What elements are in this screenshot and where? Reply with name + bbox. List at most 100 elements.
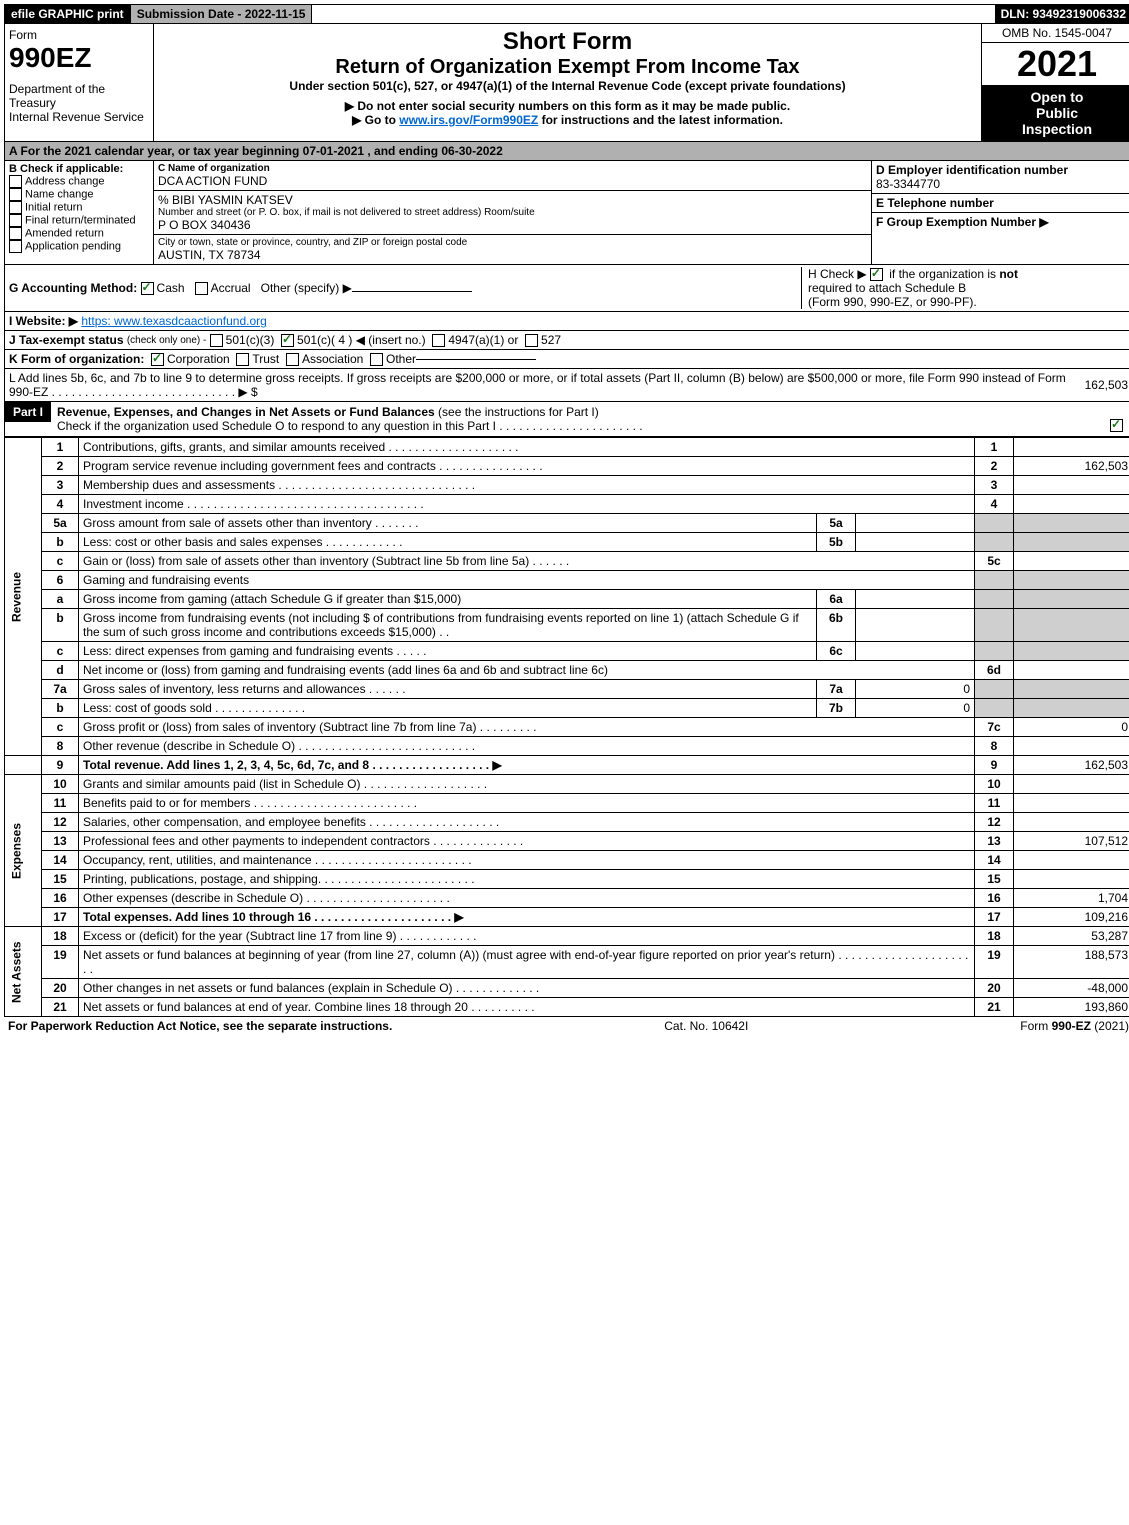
b-label: B Check if applicable: — [9, 163, 149, 175]
l-value: 162,503 — [1085, 378, 1128, 392]
line-row: 12Salaries, other compensation, and empl… — [5, 813, 1129, 832]
lr: 6d — [975, 661, 1014, 680]
main-title: Return of Organization Exempt From Incom… — [158, 56, 977, 79]
ld: Other expenses (describe in Schedule O) … — [79, 889, 975, 908]
line-row: 14Occupancy, rent, utilities, and mainte… — [5, 851, 1129, 870]
chk-527[interactable] — [525, 334, 538, 347]
chk-schedule-b-not-required[interactable] — [870, 268, 883, 281]
chk-accrual[interactable] — [195, 282, 208, 295]
lr: 19 — [975, 946, 1014, 979]
ln: b — [42, 609, 79, 642]
chk-amended-return[interactable]: Amended return — [9, 227, 149, 240]
chk-corporation[interactable] — [151, 353, 164, 366]
line-row: Expenses 10Grants and similar amounts pa… — [5, 775, 1129, 794]
chk-501c[interactable] — [281, 334, 294, 347]
ln: 19 — [42, 946, 79, 979]
ein-value: 83-3344770 — [876, 177, 1128, 191]
line-row: 20Other changes in net assets or fund ba… — [5, 979, 1129, 998]
ld: Grants and similar amounts paid (list in… — [79, 775, 975, 794]
chk-501c3[interactable] — [210, 334, 223, 347]
ln: 9 — [42, 756, 79, 775]
section-c: C Name of organization DCA ACTION FUND %… — [154, 161, 871, 264]
j-501c3: 501(c)(3) — [226, 333, 275, 347]
ld: Gross sales of inventory, less returns a… — [79, 680, 817, 699]
irs-link[interactable]: www.irs.gov/Form990EZ — [399, 113, 538, 127]
open-line3: Inspection — [986, 121, 1128, 137]
j-501c: 501(c)( 4 ) ◀ (insert no.) — [297, 333, 426, 347]
submission-date: Submission Date - 2022-11-15 — [130, 5, 313, 23]
chk-address-change[interactable]: Address change — [9, 175, 149, 188]
ln: c — [42, 552, 79, 571]
section-h: H Check ▶ if the organization is not req… — [801, 267, 1128, 309]
org-name: DCA ACTION FUND — [158, 174, 867, 188]
lv: 1,704 — [1014, 889, 1129, 908]
ld: Net income or (loss) from gaming and fun… — [79, 661, 975, 680]
open-public-inspection: Open to Public Inspection — [982, 85, 1129, 141]
city-label: City or town, state or province, country… — [158, 237, 867, 248]
k-other-input[interactable] — [416, 359, 536, 360]
chk-final-return[interactable]: Final return/terminated — [9, 214, 149, 227]
shade-cell — [1014, 571, 1129, 590]
lv — [1014, 813, 1129, 832]
note-ssn: ▶ Do not enter social security numbers o… — [158, 99, 977, 113]
chk-other[interactable] — [370, 353, 383, 366]
chk-initial-return[interactable]: Initial return — [9, 201, 149, 214]
form-title-block: Short Form Return of Organization Exempt… — [154, 24, 981, 141]
ln: 3 — [42, 476, 79, 495]
form-number: 990EZ — [9, 42, 149, 74]
line-row: Revenue 1Contributions, gifts, grants, a… — [5, 438, 1129, 457]
ld: Total revenue. Add lines 1, 2, 3, 4, 5c,… — [79, 756, 975, 775]
line-row: 15Printing, publications, postage, and s… — [5, 870, 1129, 889]
line-row: 8Other revenue (describe in Schedule O) … — [5, 737, 1129, 756]
chk-application-pending[interactable]: Application pending — [9, 240, 149, 253]
efile-print[interactable]: efile GRAPHIC print — [5, 5, 130, 23]
line-row: cGross profit or (loss) from sales of in… — [5, 718, 1129, 737]
ln: 14 — [42, 851, 79, 870]
lsv — [856, 642, 975, 661]
ld: Gross income from gaming (attach Schedul… — [79, 590, 817, 609]
shade-cell — [975, 590, 1014, 609]
lr: 20 — [975, 979, 1014, 998]
i-label: I Website: ▶ — [9, 314, 78, 328]
lsb: 5a — [817, 514, 856, 533]
chk-schedule-o-used[interactable] — [1110, 419, 1123, 432]
lr: 18 — [975, 927, 1014, 946]
lr: 21 — [975, 998, 1014, 1017]
g-other-input[interactable] — [352, 291, 472, 292]
shade-cell — [1014, 642, 1129, 661]
lr: 15 — [975, 870, 1014, 889]
shade-cell — [1014, 514, 1129, 533]
g-other: Other (specify) ▶ — [261, 281, 352, 295]
lsb: 7a — [817, 680, 856, 699]
shade-cell — [1014, 590, 1129, 609]
chk-cash[interactable] — [141, 282, 154, 295]
lv: 193,860 — [1014, 998, 1129, 1017]
lv: 109,216 — [1014, 908, 1129, 927]
lr: 17 — [975, 908, 1014, 927]
chk-trust[interactable] — [236, 353, 249, 366]
ln: 13 — [42, 832, 79, 851]
ld: Other revenue (describe in Schedule O) .… — [79, 737, 975, 756]
website-link[interactable]: https: www.texasdcaactionfund.org — [81, 314, 266, 328]
chk-association[interactable] — [286, 353, 299, 366]
ld: Total expenses. Add lines 10 through 16 … — [79, 908, 975, 927]
lr: 1 — [975, 438, 1014, 457]
omb-number: OMB No. 1545-0047 — [982, 24, 1129, 43]
shade-cell — [1014, 680, 1129, 699]
ld: Less: cost of goods sold . . . . . . . .… — [79, 699, 817, 718]
lv: 53,287 — [1014, 927, 1129, 946]
ld: Gross amount from sale of assets other t… — [79, 514, 817, 533]
line-row: 7aGross sales of inventory, less returns… — [5, 680, 1129, 699]
lr: 8 — [975, 737, 1014, 756]
lv — [1014, 851, 1129, 870]
row-l-gross-receipts: L Add lines 5b, 6c, and 7b to line 9 to … — [4, 369, 1129, 402]
h-text2: if the organization is — [889, 267, 999, 281]
subtitle: Under section 501(c), 527, or 4947(a)(1)… — [158, 79, 977, 93]
chk-4947[interactable] — [432, 334, 445, 347]
ln: a — [42, 590, 79, 609]
ld: Contributions, gifts, grants, and simila… — [79, 438, 975, 457]
j-note: (check only one) - — [127, 335, 206, 346]
lr: 13 — [975, 832, 1014, 851]
chk-name-change[interactable]: Name change — [9, 188, 149, 201]
ln: d — [42, 661, 79, 680]
